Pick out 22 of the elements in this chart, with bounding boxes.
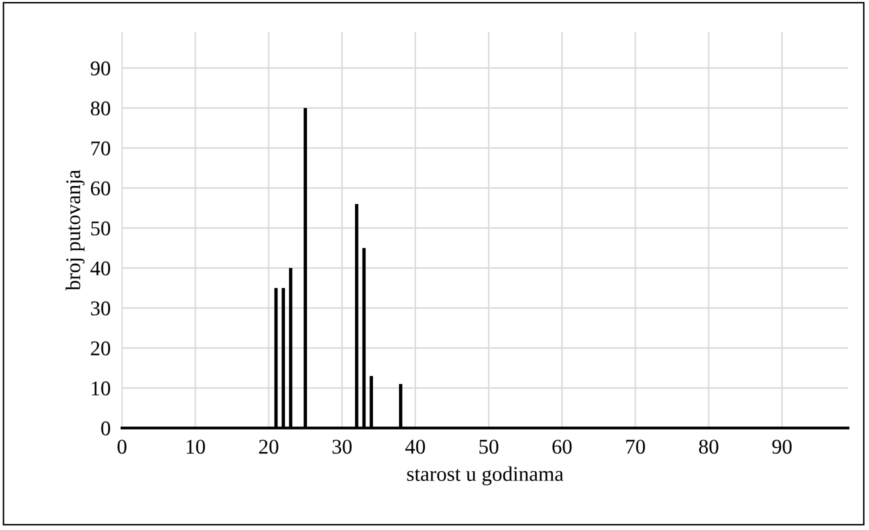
y-axis-title: broj putovanja [66, 170, 84, 290]
y-tick-label: 80 [90, 101, 110, 116]
y-tick-label: 0 [101, 421, 110, 436]
y-tick-label: 70 [91, 141, 110, 156]
x-tick-label: 0 [118, 440, 126, 454]
y-tick-label: 50 [91, 221, 110, 236]
x-axis-title: starost u godinama [407, 466, 564, 486]
y-tick-label: 40 [90, 261, 110, 276]
y-tick-label: 60 [90, 181, 110, 196]
y-tick-label: 30 [91, 301, 110, 316]
x-tick-label: 80 [699, 440, 718, 454]
x-tick-label: 70 [626, 440, 645, 454]
y-tick-label: 10 [92, 381, 110, 396]
y-tick-label: 90 [90, 61, 110, 76]
y-tick-label: 20 [90, 341, 110, 356]
x-tick-label: 30 [332, 440, 352, 454]
x-tick-label: 10 [186, 440, 205, 454]
x-tick-label: 20 [259, 440, 278, 454]
x-tick-label: 40 [405, 440, 425, 454]
x-tick-label: 50 [479, 440, 498, 454]
x-tick-label: 90 [772, 440, 792, 454]
x-tick-label: 60 [552, 440, 572, 454]
